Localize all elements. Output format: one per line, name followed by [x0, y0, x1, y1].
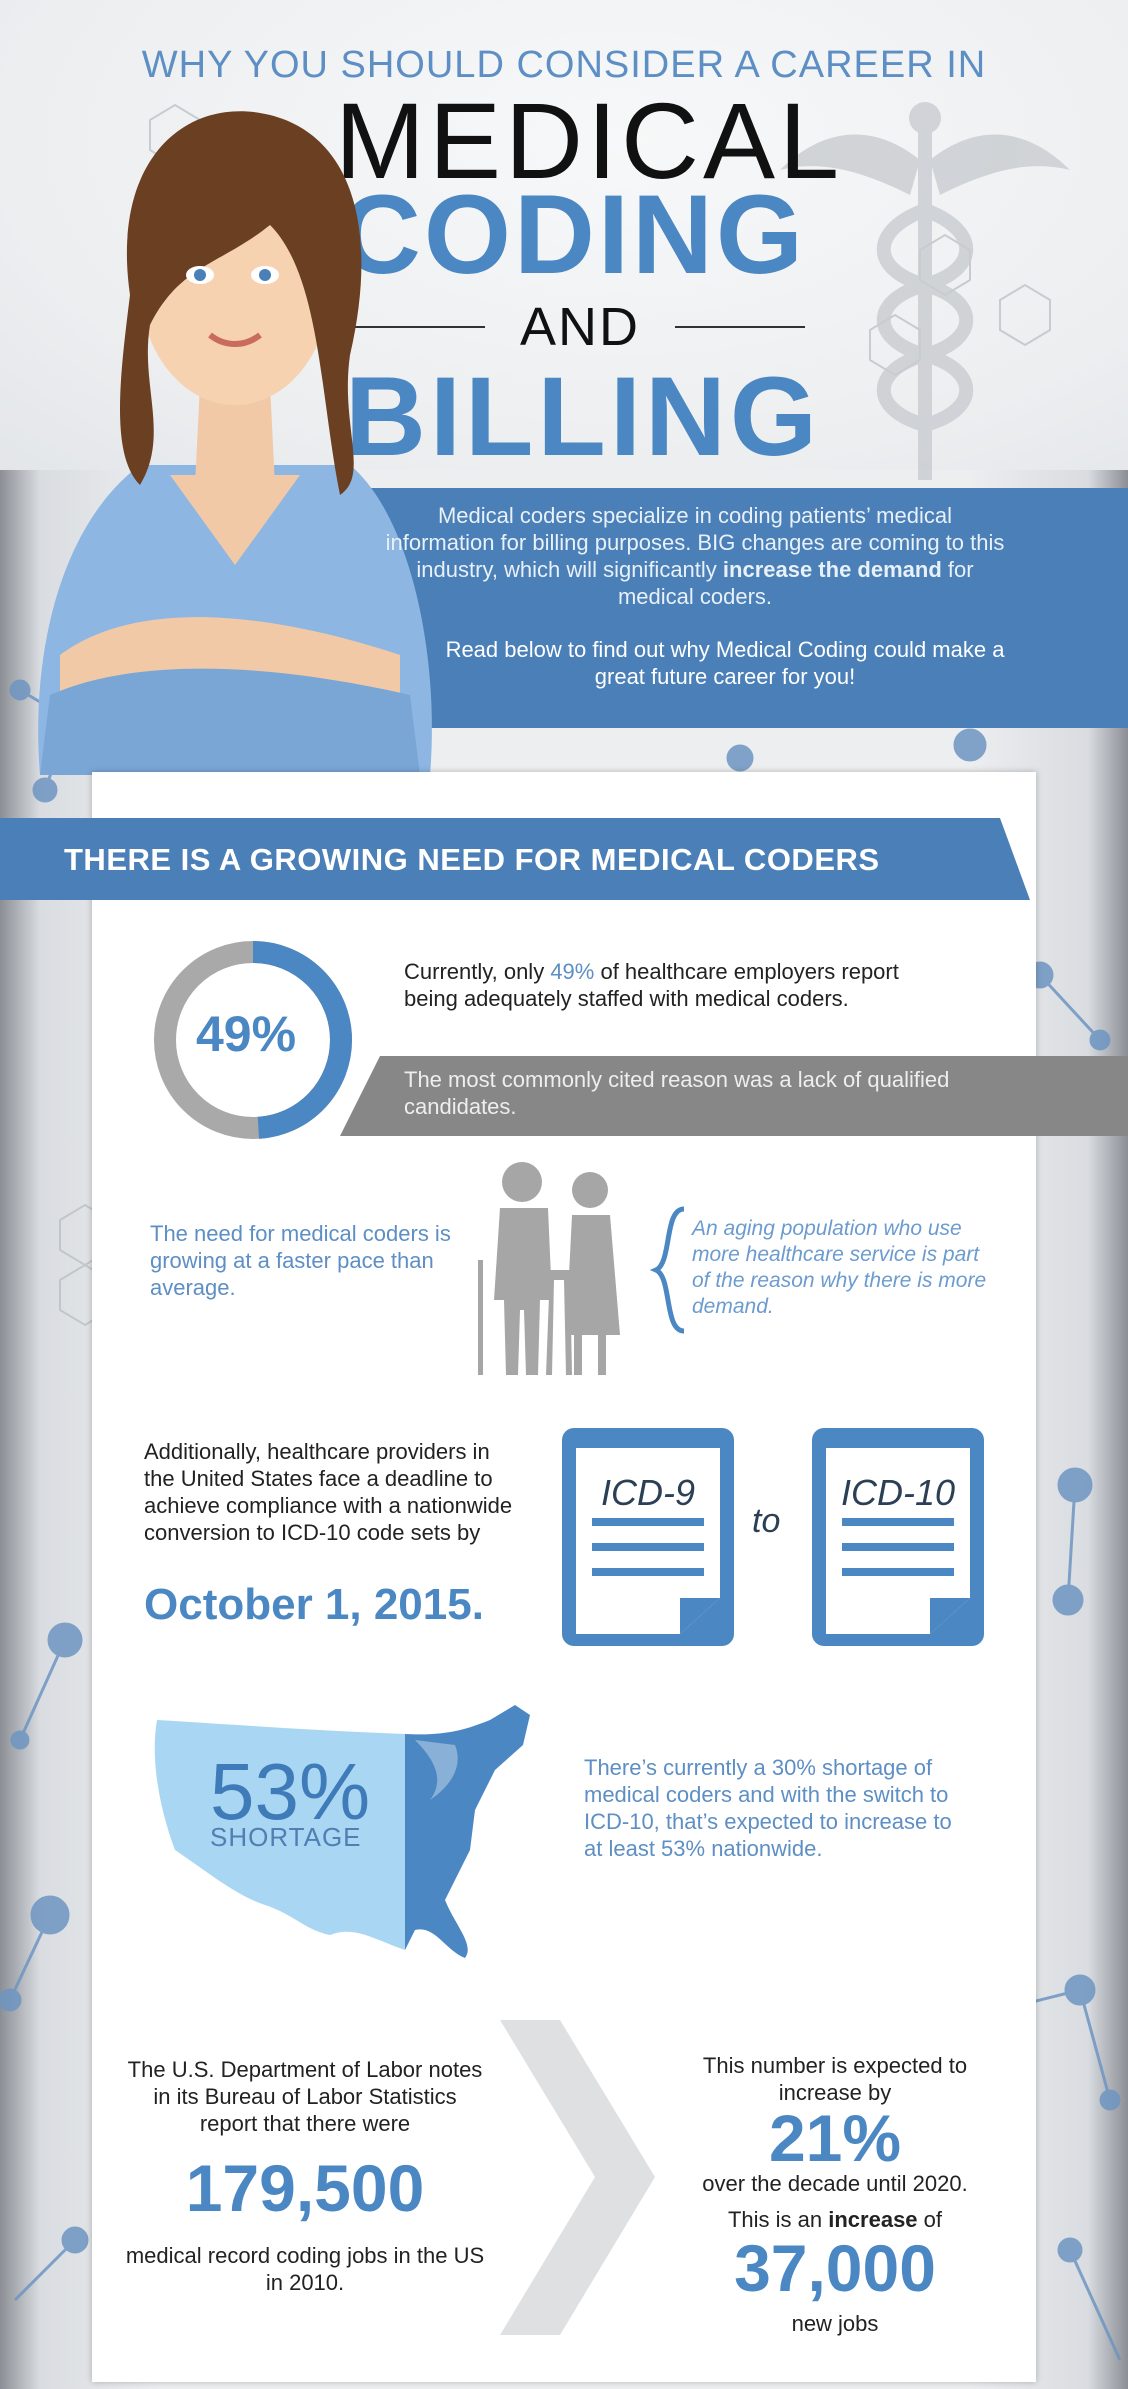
new-jobs-count: 37,000	[734, 2231, 936, 2305]
title-coding: CODING	[340, 172, 806, 297]
donut-fill	[154, 941, 352, 1139]
caduceus-icon	[780, 102, 1070, 480]
chevron-right-icon	[500, 2020, 655, 2335]
intro-paragraph: Medical coders specialize in coding pati…	[385, 502, 1005, 610]
increase-line-a: This is an	[727, 2207, 829, 2232]
staffing-pct: 49%	[550, 959, 595, 984]
section-banner-title: THERE IS A GROWING NEED FOR MEDICAL CODE…	[64, 842, 880, 877]
intro-text-end: for medical coders.	[617, 557, 974, 609]
new-jobs-caption: new jobs	[791, 2311, 879, 2336]
intro-band	[340, 488, 1128, 728]
increase-emphasis: increase	[828, 2207, 918, 2232]
jobs-2010-caption: medical record coding jobs in the US in …	[125, 2243, 485, 2295]
title-billing: BILLING	[345, 354, 821, 479]
intro-cta: Read below to find out why Medical Codin…	[445, 637, 1005, 689]
staffing-text-a: Currently, only	[404, 959, 551, 984]
title-medical: MEDICAL	[335, 80, 844, 201]
header-kicker: WHY YOU SHOULD CONSIDER A CAREER IN	[141, 44, 987, 86]
nurse-illustration-icon	[38, 111, 432, 775]
growth-intro: This number is expected to increase by	[702, 2053, 968, 2105]
shortage-label: SHORTAGE	[210, 1822, 362, 1852]
shortage-text: There’s currently a 30% shortage of medi…	[584, 1755, 952, 1861]
title-and-row: AND	[355, 296, 805, 357]
icd9-label: ICD-9	[600, 1472, 695, 1513]
jobs-intro: The U.S. Department of Labor notes in it…	[127, 2057, 483, 2136]
clipboard-icon	[812, 1428, 984, 1646]
growth-decade: over the decade until 2020.	[702, 2171, 968, 2196]
increase-line: This is an increase of	[665, 2206, 1005, 2233]
intro-text: Medical coders specialize in coding pati…	[385, 503, 1005, 582]
shortage-pct: 53%	[210, 1747, 371, 1836]
icd-text: Additionally, healthcare providers in th…	[144, 1439, 513, 1545]
divider-line	[355, 326, 485, 328]
section-banner	[0, 818, 1030, 900]
donut-label: 49%	[196, 1006, 297, 1062]
icd-to-word: to	[752, 1502, 781, 1540]
reason-band	[340, 1056, 1128, 1136]
growth-pct: 21%	[768, 2101, 902, 2175]
staffing-text-b: of healthcare employers report being ade…	[404, 959, 899, 1011]
elderly-couple-icon	[478, 1162, 620, 1375]
us-map-icon	[154, 1705, 530, 1958]
intro-emphasis: increase the demand	[722, 557, 942, 582]
increase-line-b: of	[917, 2207, 943, 2232]
brace-icon	[650, 1206, 685, 1334]
clipboard-icon	[562, 1428, 734, 1646]
donut-49-chart	[154, 941, 352, 1139]
jobs-2010-count: 179,500	[185, 2151, 425, 2225]
reason-text: The most commonly cited reason was a lac…	[404, 1067, 950, 1119]
aging-quote: An aging population who use more healthc…	[692, 1217, 987, 1318]
icd10-label: ICD-10	[840, 1472, 956, 1513]
growth-text: The need for medical coders is growing a…	[150, 1221, 451, 1300]
staffing-text: Currently, only 49% of healthcare employ…	[404, 958, 924, 1012]
divider-line	[675, 326, 805, 328]
title-and: AND	[519, 297, 640, 357]
icd-deadline: October 1, 2015.	[144, 1580, 484, 1629]
